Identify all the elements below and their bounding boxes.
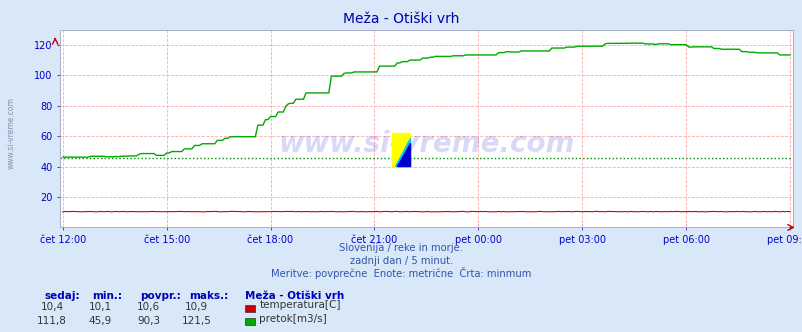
Text: 90,3: 90,3 — [137, 316, 160, 326]
Text: min.:: min.: — [92, 291, 122, 301]
Text: 10,9: 10,9 — [185, 302, 208, 312]
Text: maks.:: maks.: — [188, 291, 228, 301]
Text: pretok[m3/s]: pretok[m3/s] — [259, 314, 326, 324]
Text: 111,8: 111,8 — [37, 316, 67, 326]
Text: 10,6: 10,6 — [137, 302, 160, 312]
Text: 10,1: 10,1 — [89, 302, 111, 312]
Text: Meritve: povprečne  Enote: metrične  Črta: minmum: Meritve: povprečne Enote: metrične Črta:… — [271, 267, 531, 279]
Text: Slovenija / reke in morje.: Slovenija / reke in morje. — [339, 243, 463, 253]
Text: Meža - Otiški vrh: Meža - Otiški vrh — [245, 291, 344, 301]
Text: www.si-vreme.com: www.si-vreme.com — [277, 130, 574, 158]
Polygon shape — [397, 143, 409, 166]
Text: zadnji dan / 5 minut.: zadnji dan / 5 minut. — [350, 256, 452, 266]
Text: 10,4: 10,4 — [41, 302, 63, 312]
Text: Meža - Otiški vrh: Meža - Otiški vrh — [343, 12, 459, 26]
Text: 45,9: 45,9 — [89, 316, 111, 326]
Text: povpr.:: povpr.: — [140, 291, 181, 301]
Text: 121,5: 121,5 — [181, 316, 212, 326]
Polygon shape — [391, 133, 409, 166]
Text: temperatura[C]: temperatura[C] — [259, 300, 340, 310]
Text: www.si-vreme.com: www.si-vreme.com — [6, 97, 15, 169]
Text: sedaj:: sedaj: — [44, 291, 79, 301]
Polygon shape — [394, 138, 409, 166]
